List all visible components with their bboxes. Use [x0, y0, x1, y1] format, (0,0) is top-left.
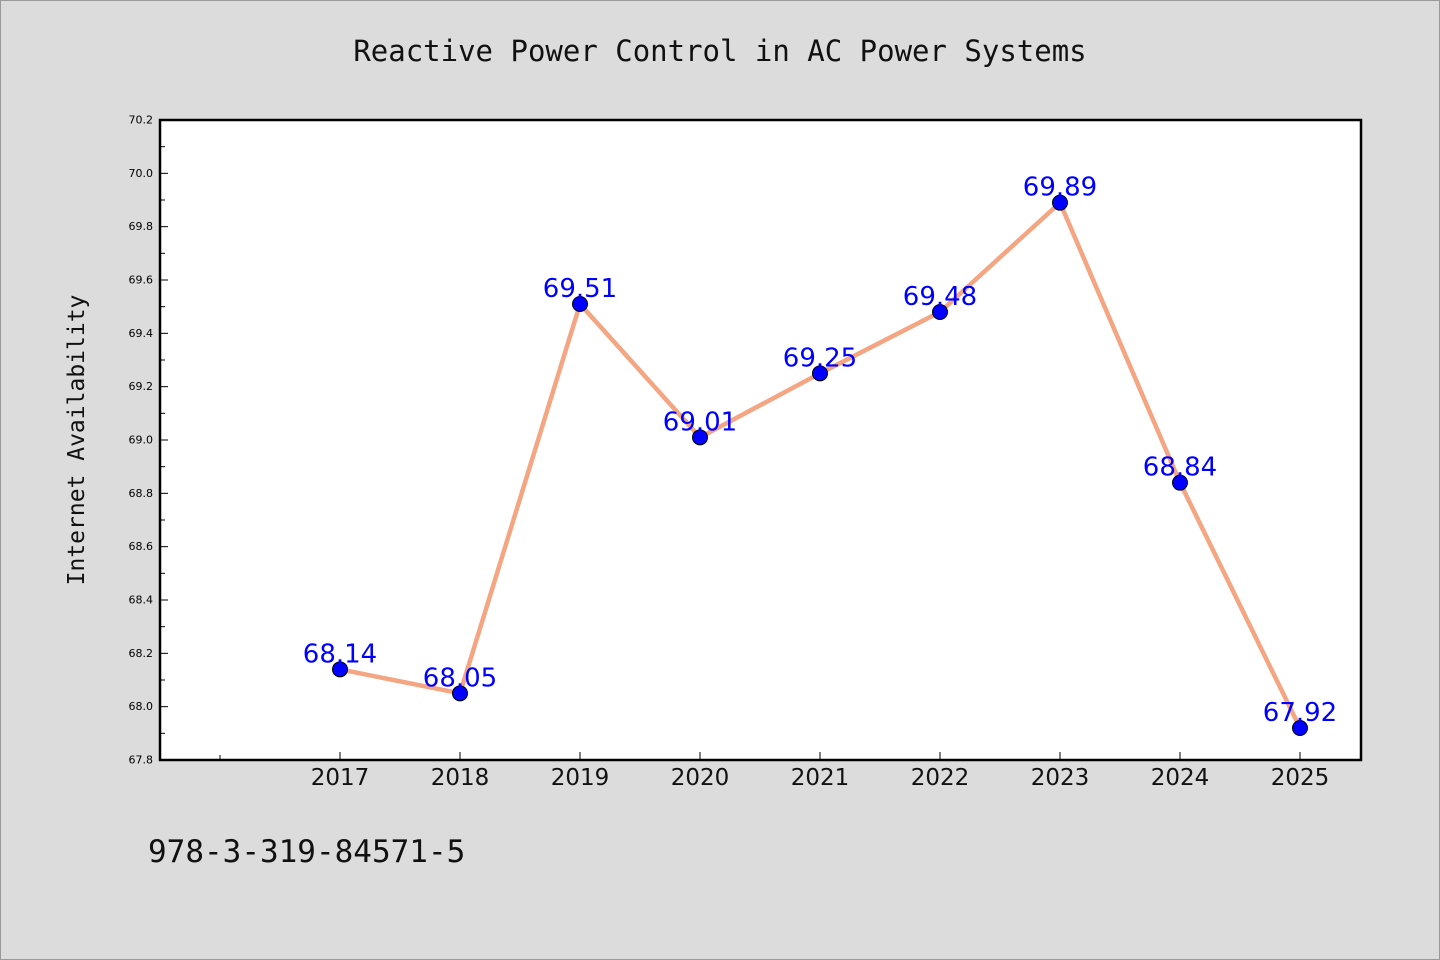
y-tick-label: 69.0 — [129, 434, 154, 447]
x-tick-label: 2020 — [671, 765, 730, 791]
isbn-text: 978-3-319-84571-5 — [148, 834, 466, 870]
y-tick-label: 67.8 — [129, 754, 154, 767]
data-label: 69.89 — [1023, 173, 1097, 203]
data-label: 68.05 — [423, 663, 497, 693]
y-tick-label: 68.6 — [129, 540, 154, 553]
chart-title: Reactive Power Control in AC Power Syste… — [353, 34, 1087, 68]
data-point — [932, 304, 948, 320]
y-tick-label: 68.4 — [129, 594, 154, 607]
x-tick-label: 2021 — [791, 765, 850, 791]
y-tick-label: 69.4 — [129, 327, 154, 340]
data-label: 68.14 — [303, 639, 377, 669]
data-label: 69.25 — [783, 343, 857, 373]
x-tick-label: 2022 — [911, 765, 970, 791]
y-tick-label: 69.8 — [129, 220, 154, 233]
y-axis-label: Internet Availability — [64, 295, 90, 586]
y-tick-label: 69.2 — [129, 380, 154, 393]
x-tick-label: 2018 — [431, 765, 490, 791]
data-label: 68.84 — [1143, 453, 1217, 483]
y-tick-label: 69.6 — [129, 274, 154, 287]
plot-border — [158, 118, 1363, 762]
data-point — [812, 365, 828, 382]
data-label: 69.48 — [903, 282, 977, 312]
y-tick-label: 68.0 — [129, 700, 154, 713]
data-point — [572, 296, 588, 312]
y-tick-label: 68.8 — [129, 487, 154, 500]
x-tick-label: 2024 — [1151, 765, 1210, 791]
data-point — [1052, 194, 1068, 211]
data-point — [692, 429, 708, 446]
x-tick-label: 2017 — [311, 765, 370, 791]
data-label: 67.92 — [1263, 698, 1337, 728]
data-point — [1172, 474, 1188, 491]
data-point — [452, 685, 468, 702]
data-label: 69.51 — [543, 274, 617, 304]
data-point — [332, 661, 348, 678]
y-tick-label: 68.2 — [129, 647, 154, 660]
y-tick-label: 70.0 — [129, 167, 154, 180]
y-tick-label: 70.2 — [129, 114, 154, 127]
x-tick-label: 2023 — [1031, 765, 1090, 791]
data-point — [1292, 720, 1308, 736]
x-tick-label: 2025 — [1271, 765, 1330, 791]
data-label: 69.01 — [663, 407, 737, 437]
x-tick-label: 2019 — [551, 765, 610, 791]
